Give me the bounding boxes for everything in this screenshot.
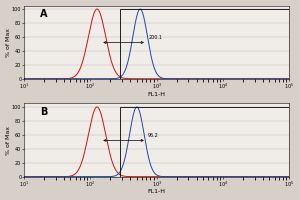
Text: 200.1: 200.1 <box>148 35 162 40</box>
Y-axis label: % of Max: % of Max <box>6 126 10 155</box>
Text: 96.2: 96.2 <box>148 133 159 138</box>
X-axis label: FL1-H: FL1-H <box>148 92 166 97</box>
X-axis label: FL1-H: FL1-H <box>148 189 166 194</box>
Text: B: B <box>40 107 47 117</box>
Y-axis label: % of Max: % of Max <box>6 28 10 57</box>
Text: A: A <box>40 9 47 19</box>
